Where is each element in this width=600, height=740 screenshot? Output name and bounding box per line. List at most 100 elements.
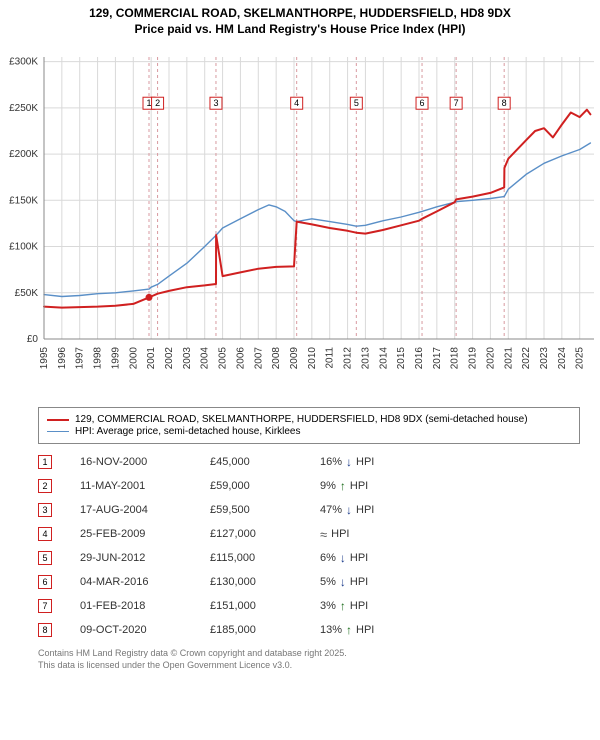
tx-marker: 7 [38, 599, 52, 613]
tx-marker: 1 [38, 455, 52, 469]
svg-text:7: 7 [454, 98, 459, 108]
tx-marker: 4 [38, 527, 52, 541]
svg-text:£200K: £200K [9, 149, 38, 160]
svg-text:1995: 1995 [39, 347, 50, 370]
tx-delta: 47%↓HPI [320, 503, 440, 517]
table-row: 4 25-FEB-2009£127,000≈HPI [38, 522, 580, 546]
svg-text:2: 2 [155, 98, 160, 108]
legend: 129, COMMERCIAL ROAD, SKELMANTHORPE, HUD… [38, 407, 580, 444]
tx-delta: 13%↑HPI [320, 623, 440, 637]
tx-price: £45,000 [210, 456, 320, 468]
svg-text:£0: £0 [27, 334, 39, 345]
table-row: 6 04-MAR-2016£130,0005%↓HPI [38, 570, 580, 594]
svg-text:2011: 2011 [325, 347, 336, 369]
tx-date: 01-FEB-2018 [80, 600, 210, 612]
svg-text:2002: 2002 [164, 347, 175, 370]
arrow-up-icon: ↑ [340, 599, 346, 613]
svg-text:4: 4 [294, 98, 299, 108]
tx-date: 29-JUN-2012 [80, 552, 210, 564]
tx-delta: 3%↑HPI [320, 599, 440, 613]
arrow-down-icon: ↓ [346, 503, 352, 517]
transactions-table: 1 16-NOV-2000£45,00016%↓HPI 2 11-MAY-2001£5… [38, 450, 580, 642]
tx-price: £127,000 [210, 528, 320, 540]
legend-swatch [47, 419, 69, 421]
chart-area: £0 £50K £100K £150K £200K £250K £300K 1995 1996 1… [0, 39, 600, 399]
tx-marker: 2 [38, 479, 52, 493]
svg-text:2007: 2007 [253, 347, 264, 370]
svg-text:1999: 1999 [110, 347, 121, 370]
tx-price: £185,000 [210, 624, 320, 636]
tx-date: 17-AUG-2004 [80, 504, 210, 516]
svg-text:2006: 2006 [235, 347, 246, 370]
svg-text:2024: 2024 [557, 347, 568, 370]
chart-svg: £0 £50K £100K £150K £200K £250K £300K 1995 1996 1… [0, 39, 600, 399]
legend-label: HPI: Average price, semi-detached house,… [75, 426, 301, 437]
tx-delta: 5%↓HPI [320, 575, 440, 589]
svg-text:£100K: £100K [9, 242, 38, 253]
svg-text:1996: 1996 [57, 347, 68, 370]
tx-marker: 5 [38, 551, 52, 565]
svg-text:2019: 2019 [468, 347, 479, 370]
arrow-up-icon: ↑ [340, 479, 346, 493]
svg-text:2015: 2015 [396, 347, 407, 370]
svg-text:2009: 2009 [289, 347, 300, 370]
svg-text:1: 1 [146, 98, 151, 108]
tx-date: 09-OCT-2020 [80, 624, 210, 636]
svg-text:2012: 2012 [343, 347, 354, 370]
table-row: 809-OCT-2020£185,00013%↑HPI [38, 618, 580, 642]
table-row: 5 29-JUN-2012£115,0006%↓HPI [38, 546, 580, 570]
tx-delta: ≈HPI [320, 527, 440, 542]
svg-text:2021: 2021 [503, 347, 514, 370]
svg-text:2008: 2008 [271, 347, 282, 370]
tx-delta: 6%↓HPI [320, 551, 440, 565]
tx-date: 04-MAR-2016 [80, 576, 210, 588]
tx-delta: 16%↓HPI [320, 455, 440, 469]
svg-text:£150K: £150K [9, 195, 38, 206]
tx-date: 16-NOV-2000 [80, 456, 210, 468]
legend-row: HPI: Average price, semi-detached house,… [47, 426, 571, 437]
tx-price: £59,500 [210, 504, 320, 516]
tx-marker: 6 [38, 575, 52, 589]
svg-text:2018: 2018 [450, 347, 461, 370]
table-row: 211-MAY-2001£59,0009%↑HPI [38, 474, 580, 498]
svg-text:2025: 2025 [575, 347, 586, 370]
svg-text:2020: 2020 [485, 347, 496, 370]
svg-text:1997: 1997 [75, 347, 86, 370]
arrow-down-icon: ↓ [340, 551, 346, 565]
table-row: 317-AUG-2004£59,50047%↓HPI [38, 498, 580, 522]
svg-text:2014: 2014 [378, 347, 389, 370]
tx-date: 25-FEB-2009 [80, 528, 210, 540]
svg-text:£250K: £250K [9, 103, 38, 114]
svg-text:2005: 2005 [218, 347, 229, 370]
footer-line-1: Contains HM Land Registry data © Crown c… [38, 648, 580, 660]
approx-icon: ≈ [320, 527, 327, 542]
svg-text:2023: 2023 [539, 347, 550, 370]
svg-text:£50K: £50K [15, 288, 39, 299]
tx-price: £130,000 [210, 576, 320, 588]
svg-text:2000: 2000 [128, 347, 139, 370]
svg-text:8: 8 [502, 98, 507, 108]
svg-text:2022: 2022 [521, 347, 532, 370]
svg-text:6: 6 [420, 98, 425, 108]
table-row: 7 01-FEB-2018£151,0003%↑HPI [38, 594, 580, 618]
svg-text:2016: 2016 [414, 347, 425, 370]
legend-row: 129, COMMERCIAL ROAD, SKELMANTHORPE, HUD… [47, 414, 571, 425]
arrow-down-icon: ↓ [346, 455, 352, 469]
svg-text:2010: 2010 [307, 347, 318, 370]
title-line-2: Price paid vs. HM Land Registry's House … [10, 22, 590, 38]
tx-price: £151,000 [210, 600, 320, 612]
tx-price: £115,000 [210, 552, 320, 564]
svg-text:2017: 2017 [432, 347, 443, 370]
tx-date: 11-MAY-2001 [80, 480, 210, 492]
svg-text:1998: 1998 [93, 347, 104, 370]
chart-title-block: 129, COMMERCIAL ROAD, SKELMANTHORPE, HUD… [0, 0, 600, 39]
arrow-up-icon: ↑ [346, 623, 352, 637]
svg-text:2013: 2013 [360, 347, 371, 370]
legend-swatch [47, 431, 69, 432]
svg-text:2001: 2001 [146, 347, 157, 370]
legend-label: 129, COMMERCIAL ROAD, SKELMANTHORPE, HUD… [75, 414, 528, 425]
footer-attribution: Contains HM Land Registry data © Crown c… [38, 648, 580, 671]
svg-text:3: 3 [213, 98, 218, 108]
svg-text:£300K: £300K [9, 57, 38, 68]
svg-text:5: 5 [354, 98, 359, 108]
